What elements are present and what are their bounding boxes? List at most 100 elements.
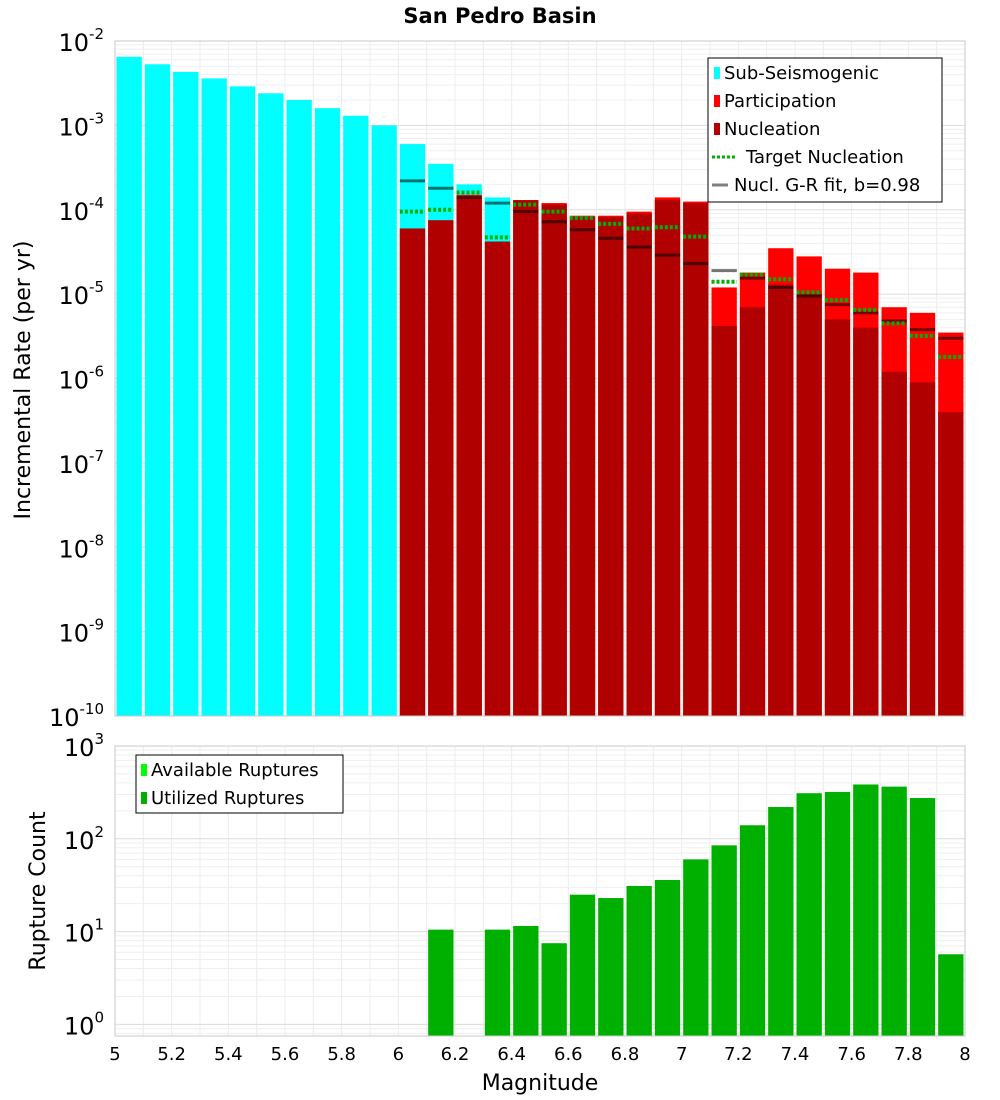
utilized-ruptures-bar xyxy=(881,786,907,1036)
nucleation-bar xyxy=(569,217,596,716)
sub-seismogenic-bar xyxy=(116,56,142,716)
x-tick-label: 5 xyxy=(109,1044,120,1065)
utilized-ruptures-bar xyxy=(428,929,454,1036)
top-y-tick-label: 10-6 xyxy=(58,363,104,395)
legend-participation-swatch xyxy=(714,95,720,107)
x-tick-label: 6.6 xyxy=(554,1044,583,1065)
bottom-plot-frame xyxy=(114,745,966,1037)
top-y-tick-label: 10-2 xyxy=(58,25,104,57)
utilized-ruptures-bar xyxy=(909,798,936,1036)
nucleation-bar xyxy=(399,228,426,716)
x-axis-label: Magnitude xyxy=(482,1071,599,1096)
top-y-tick-label: 10-9 xyxy=(58,616,104,648)
nucleation-bar xyxy=(711,325,737,716)
legend-utilized-ruptures-swatch xyxy=(141,792,147,804)
sub-seismogenic-bar xyxy=(258,93,284,716)
utilized-ruptures-bar xyxy=(853,784,879,1036)
top-bars xyxy=(116,56,964,717)
x-tick-label: 8 xyxy=(959,1044,970,1065)
legend-sub-seismogenic-label: Sub-Seismogenic xyxy=(724,63,879,84)
top-gridlines xyxy=(115,41,965,717)
bottom-y-axis-label: Rupture Count xyxy=(26,811,51,971)
nucleation-bar xyxy=(654,200,681,716)
bottom-y-tick-label: 103 xyxy=(64,730,104,762)
sub-seismogenic-bar xyxy=(201,78,227,717)
bottom-legend: Available Ruptures Utilized Ruptures xyxy=(135,754,344,814)
utilized-ruptures-bar xyxy=(513,925,539,1036)
x-tick-label: 7.2 xyxy=(724,1044,753,1065)
legend-nucleation-swatch xyxy=(714,123,720,135)
x-tick-labels: 5 5.2 5.4 5.6 5.8 6 6.2 6.4 6.6 6.8 7 7.2 7.4 7.6 7.8 8 xyxy=(109,1044,970,1065)
nucleation-bar xyxy=(456,197,482,717)
nucleation-bar xyxy=(853,327,879,716)
legend-utilized-ruptures-label: Utilized Ruptures xyxy=(151,788,304,809)
bottom-bars xyxy=(428,784,964,1036)
utilized-ruptures-bar xyxy=(541,943,567,1036)
top-legend: Sub-Seismogenic Participation Nucleation Ta… xyxy=(707,57,943,203)
top-y-axis-label: Incremental Rate (per yr) xyxy=(11,241,36,520)
x-tick-label: 7.4 xyxy=(781,1044,810,1065)
sub-seismogenic-bar xyxy=(229,86,256,716)
utilized-ruptures-bar xyxy=(824,791,851,1036)
nucleation-bar xyxy=(683,203,709,716)
utilized-ruptures-bar xyxy=(739,825,766,1036)
utilized-ruptures-bar xyxy=(683,859,709,1036)
nucleation-bar xyxy=(598,217,624,716)
utilized-ruptures-bar xyxy=(711,845,737,1036)
bottom-y-tick-label: 101 xyxy=(64,916,104,948)
top-markers xyxy=(399,179,964,359)
nucleation-bar xyxy=(541,204,567,717)
bottom-legend-box xyxy=(135,754,344,814)
sub-seismogenic-bar xyxy=(286,99,312,717)
utilized-ruptures-bar xyxy=(569,894,596,1036)
x-tick-label: 6 xyxy=(393,1044,404,1065)
nucleation-bar xyxy=(909,382,936,716)
nucleation-bar xyxy=(881,371,907,716)
top-y-tick-label: 10-8 xyxy=(58,531,104,563)
top-y-tick-label: 10-3 xyxy=(58,109,104,141)
utilized-ruptures-bar xyxy=(768,807,794,1036)
bottom-y-tick-label: 100 xyxy=(64,1008,104,1040)
top-y-tick-label: 10-4 xyxy=(58,194,104,226)
bottom-y-tick-label: 102 xyxy=(64,823,104,855)
x-tick-label: 5.2 xyxy=(157,1044,186,1065)
chart-title: San Pedro Basin xyxy=(403,4,596,28)
sub-seismogenic-bar xyxy=(343,115,369,716)
top-y-tick-labels: 10-10 10-9 10-8 10-7 10-6 10-5 10-4 10-3 10-2 xyxy=(49,25,104,732)
legend-nucl-g-r-fit-b-0-98-label: Nucl. G-R fit, b=0.98 xyxy=(734,175,920,196)
legend-available-ruptures-swatch xyxy=(141,764,147,776)
nucleation-bar xyxy=(824,319,851,716)
legend-target-nucleation-label: Target Nucleation xyxy=(745,147,904,168)
top-legend-box xyxy=(707,57,943,203)
sub-seismogenic-bar xyxy=(144,64,171,716)
legend-nucleation-label: Nucleation xyxy=(724,119,820,140)
legend-sub-seismogenic-swatch xyxy=(714,67,720,79)
nucleation-bar xyxy=(739,307,766,716)
nucleation-bar xyxy=(768,284,794,716)
utilized-ruptures-bar xyxy=(598,898,624,1036)
nucleation-bar xyxy=(428,220,454,717)
utilized-ruptures-bar xyxy=(626,886,652,1036)
x-tick-label: 7 xyxy=(676,1044,687,1065)
x-tick-label: 5.6 xyxy=(271,1044,300,1065)
nucleation-bar xyxy=(513,200,539,716)
sub-seismogenic-bar xyxy=(371,125,397,716)
nucleation-bar xyxy=(626,213,652,717)
bottom-gridlines xyxy=(115,746,965,1036)
top-plot-frame xyxy=(114,40,966,717)
x-tick-label: 5.8 xyxy=(327,1044,356,1065)
top-y-tick-label: 10-10 xyxy=(49,700,104,732)
x-tick-label: 7.8 xyxy=(894,1044,923,1065)
utilized-ruptures-bar xyxy=(796,793,822,1036)
top-y-tick-label: 10-7 xyxy=(58,447,104,479)
x-tick-label: 7.6 xyxy=(837,1044,866,1065)
sub-seismogenic-bar xyxy=(314,108,341,717)
utilized-ruptures-bar xyxy=(654,879,681,1036)
nucleation-bar xyxy=(796,294,822,716)
bottom-y-tick-labels: 100 101 102 103 xyxy=(64,730,104,1040)
x-tick-label: 6.4 xyxy=(497,1044,526,1065)
legend-participation-label: Participation xyxy=(724,91,836,112)
x-tick-label: 6.2 xyxy=(441,1044,470,1065)
utilized-ruptures-bar xyxy=(938,954,964,1036)
